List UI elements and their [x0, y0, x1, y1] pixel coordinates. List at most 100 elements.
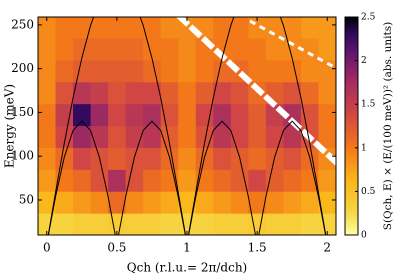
heatmap-cell [38, 38, 57, 61]
heatmap-cell [283, 169, 302, 192]
heatmap-cell [248, 103, 267, 127]
heatmap-cell [300, 169, 319, 192]
y-tick-label: 150 [11, 105, 34, 119]
heatmap-cell [90, 191, 109, 214]
heatmap-cell [38, 125, 57, 148]
y-tick-label: 250 [11, 17, 34, 31]
colorbar-tick-label: 0 [361, 231, 367, 241]
heatmap-cell [90, 38, 109, 61]
heatmap-cell [318, 81, 336, 105]
heatmap-cell [73, 213, 92, 235]
colorbar-label: S(Qch, E) × (E/(100 meV))² (abs. units) [382, 22, 394, 230]
heatmap-cell [160, 103, 179, 127]
heatmap-cell [230, 103, 249, 127]
heatmap-cell [108, 191, 127, 214]
heatmap-cell [38, 191, 57, 214]
heatmap-cell [143, 147, 162, 170]
heatmap-cell [160, 38, 179, 61]
detector-gap [175, 17, 336, 167]
y-tick-label: 100 [11, 149, 34, 163]
heatmap-cell [108, 169, 127, 192]
heatmap-cell [213, 125, 232, 148]
x-tick-label: 0 [43, 241, 51, 255]
heatmap-cell [55, 169, 74, 192]
heatmap-cell [318, 17, 336, 39]
heatmap-cell [283, 81, 302, 105]
heatmap-cell [73, 125, 92, 148]
heatmap-cell [178, 169, 197, 192]
heatmap-cell [125, 59, 144, 83]
heatmap-cell [73, 191, 92, 214]
heatmap-cell [125, 213, 144, 235]
heatmap-cell [300, 191, 319, 214]
heatmap-cell [160, 169, 179, 192]
heatmap-cell [283, 125, 302, 148]
heatmap-cell [143, 38, 162, 61]
heatmap-cell [108, 81, 127, 105]
heatmap-cell [160, 125, 179, 148]
heatmap-cell [125, 103, 144, 127]
heatmap-cell [160, 213, 179, 235]
heatmap-cell [73, 17, 92, 39]
heatmap-cell [318, 103, 336, 127]
heatmap-cell [265, 169, 284, 192]
heatmap-cell [318, 169, 336, 192]
heatmap-cell [178, 147, 197, 170]
heatmap-cell [230, 38, 249, 61]
heatmap-cell [108, 125, 127, 148]
heatmap-cell [283, 191, 302, 214]
heatmap-cell [108, 38, 127, 61]
heatmap-cell [73, 169, 92, 192]
heatmap-cell [300, 81, 319, 105]
heatmap-cell [178, 59, 197, 83]
heatmap-cell [283, 103, 302, 127]
heatmap-cell [55, 17, 74, 39]
heatmap-cell [73, 81, 92, 105]
heatmap-cell [178, 191, 197, 214]
gap-streak [249, 19, 336, 70]
colorbar-tick-label: 2 [361, 56, 367, 66]
colorbar-tick-label: 2.5 [361, 13, 376, 23]
heatmap-cell [143, 213, 162, 235]
heatmap-cell [90, 169, 109, 192]
heatmap-cell [195, 147, 214, 170]
heatmap-cell [38, 169, 57, 192]
heatmap-cell [195, 59, 214, 83]
heatmap-cell [283, 59, 302, 83]
heatmap-cell [160, 17, 179, 39]
heatmap-cell [90, 17, 109, 39]
heatmap-cell [143, 81, 162, 105]
colorbar-tick-label: 1.5 [361, 100, 376, 110]
y-tick-label: 50 [19, 192, 34, 206]
heatmap-cell [318, 38, 336, 61]
heatmap-cell [248, 59, 267, 83]
heatmap-cell [248, 38, 267, 61]
heatmap-cell [38, 103, 57, 127]
colorbar-tick-label: 0.5 [361, 187, 376, 197]
heatmap-cell [90, 59, 109, 83]
heatmap-cell [125, 191, 144, 214]
heatmap-cell [38, 81, 57, 105]
heatmap-cell [213, 17, 232, 39]
heatmap-cell [55, 213, 74, 235]
x-tick-label: 1.5 [248, 241, 267, 255]
heatmap-cell [38, 147, 57, 170]
heatmap-cell [283, 147, 302, 170]
heatmap-cell [125, 38, 144, 61]
heatmap-cell [300, 103, 319, 127]
x-tick-label: 0.5 [107, 241, 126, 255]
heatmap-cell [283, 17, 302, 39]
heatmap-cell [230, 191, 249, 214]
heatmap-cell [108, 103, 127, 127]
colorbar [344, 16, 359, 236]
heatmap-cell [160, 191, 179, 214]
heatmap-cell [125, 81, 144, 105]
heatmap-cell [125, 17, 144, 39]
heatmap-cell [143, 125, 162, 148]
heatmap-cell [195, 191, 214, 214]
heatmap-cell [230, 125, 249, 148]
heatmap-cell [213, 213, 232, 235]
heatmap-cell [160, 81, 179, 105]
heatmap-cell [318, 125, 336, 148]
